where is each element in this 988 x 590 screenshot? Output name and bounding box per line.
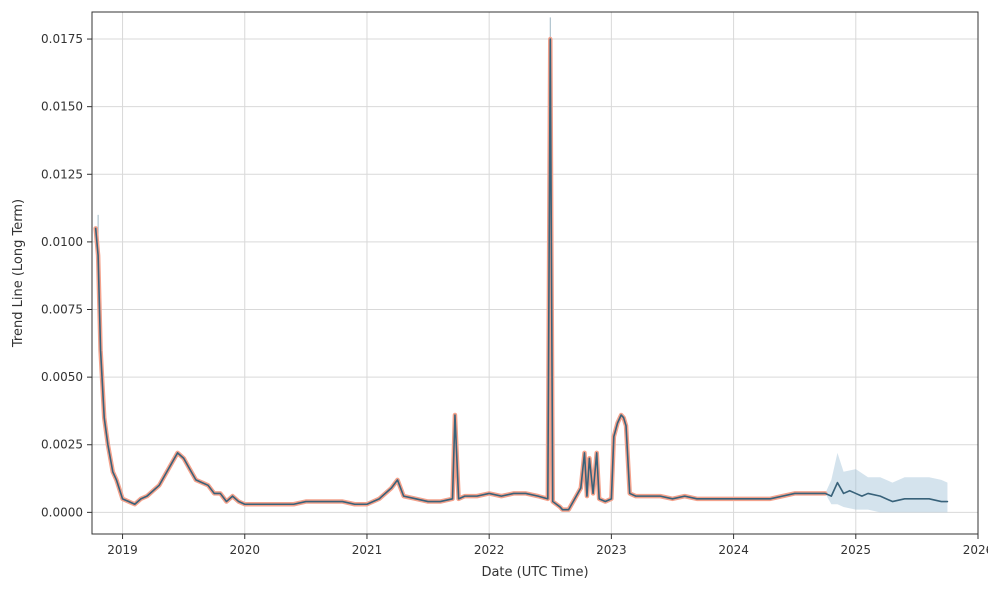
y-tick-label: 0.0000 [41,505,83,519]
x-tick-label: 2022 [474,543,505,557]
trend-line-chart: 2019 2020 2021 2022 2023 2024 2025 2026 Date (UT… [0,0,988,590]
x-tick-label: 2026 [963,543,988,557]
y-tick-label: 0.0125 [41,167,83,181]
y-tick-label: 0.0050 [41,370,83,384]
y-tick-label: 0.0075 [41,303,83,317]
y-tick-label: 0.0100 [41,235,83,249]
x-tick-label: 2025 [841,543,872,557]
y-tick-label: 0.0150 [41,100,83,114]
y-axis-label: Trend Line (Long Term) [11,199,26,348]
x-tick-label: 2021 [352,543,383,557]
x-tick-label: 2019 [107,543,138,557]
y-tick-label: 0.0175 [41,32,83,46]
x-axis-label: Date (UTC Time) [481,565,588,580]
x-tick-label: 2020 [229,543,260,557]
x-tick-label: 2024 [718,543,749,557]
chart-svg: 2019 2020 2021 2022 2023 2024 2025 2026 Date (UT… [0,0,988,590]
y-tick-label: 0.0025 [41,438,83,452]
x-tick-label: 2023 [596,543,627,557]
